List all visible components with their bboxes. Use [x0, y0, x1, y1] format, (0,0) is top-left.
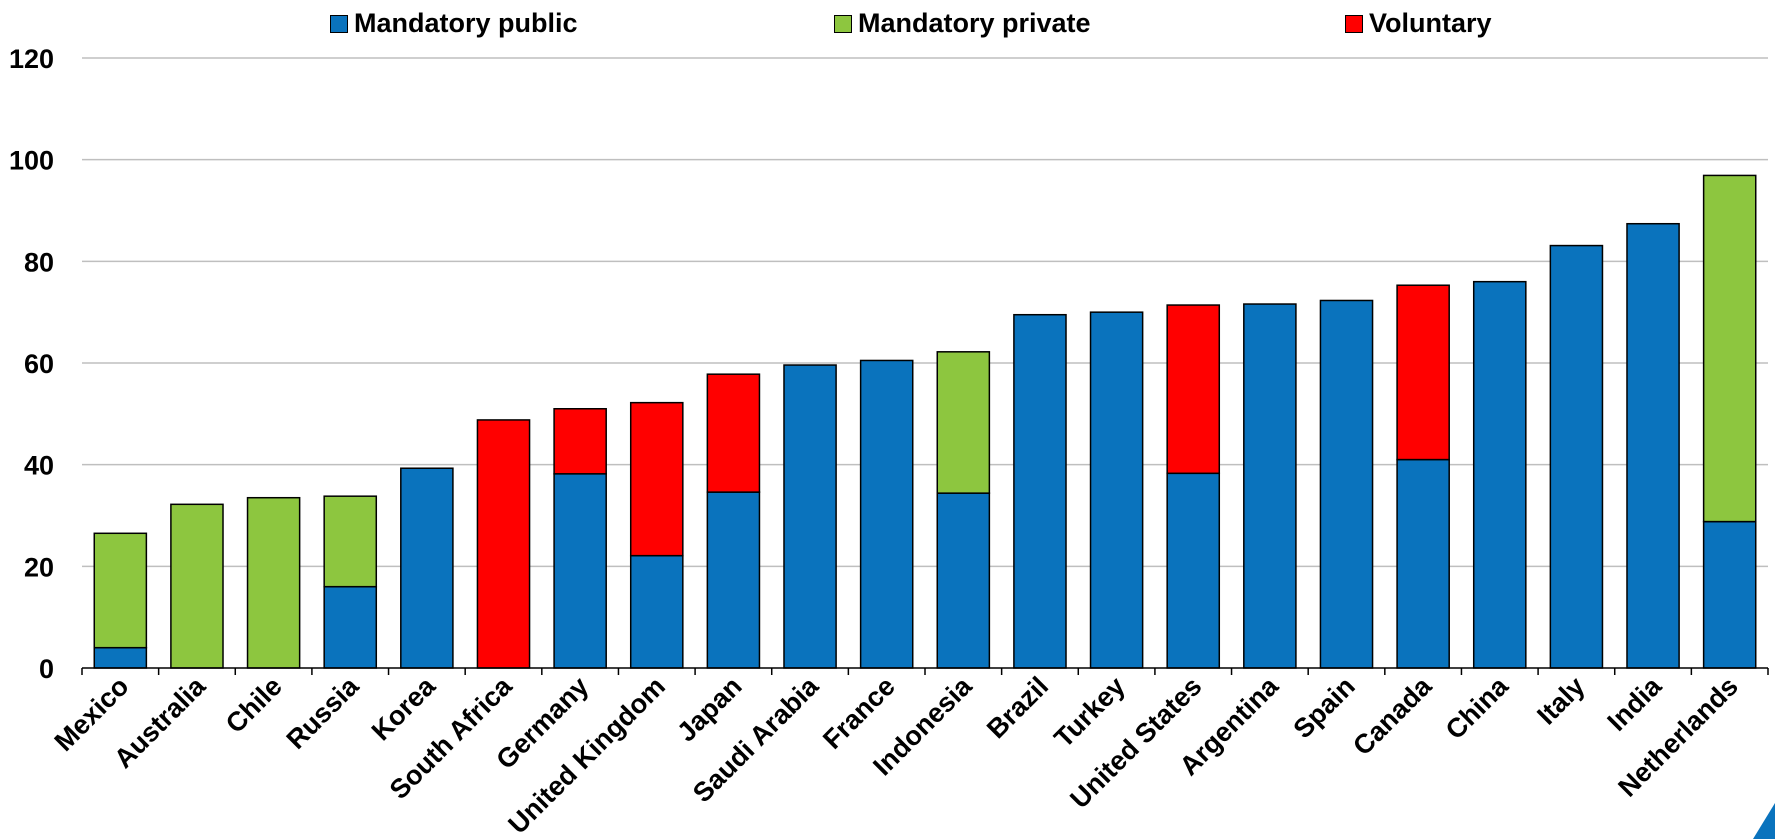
bar-japan-mandatory-public	[706, 491, 761, 669]
x-tick-label-canada: Canada	[1347, 670, 1438, 761]
bar-netherlands-mandatory-public	[1702, 520, 1757, 669]
x-tick-label-chile: Chile	[220, 671, 288, 739]
bar-germany-mandatory-public	[553, 473, 607, 669]
bar-france-mandatory-public	[859, 359, 914, 669]
x-tick-label-korea: Korea	[366, 670, 442, 746]
x-tick-label-japan: Japan	[671, 671, 747, 747]
y-tick-label: 0	[39, 654, 54, 684]
bar-south-africa-voluntary	[476, 419, 531, 669]
bar-united-kingdom-voluntary	[629, 401, 684, 557]
x-tick-label-spain: Spain	[1288, 671, 1361, 744]
x-tick-label-brazil: Brazil	[981, 671, 1054, 744]
bar-turkey-mandatory-public	[1089, 311, 1144, 669]
bar-germany-voluntary	[553, 408, 607, 475]
y-tick-label: 20	[24, 552, 54, 582]
bar-netherlands-mandatory-private	[1702, 174, 1757, 523]
bar-india-mandatory-public	[1626, 222, 1680, 669]
bar-canada-voluntary	[1396, 284, 1450, 461]
bar-australia-mandatory-private	[170, 503, 224, 669]
bar-indonesia-mandatory-private	[936, 351, 991, 494]
bar-argentina-mandatory-public	[1243, 303, 1297, 669]
x-tick-label-united-states: United States	[1064, 671, 1207, 814]
x-tick-label-china: China	[1440, 670, 1515, 745]
bars	[81, 174, 1769, 675]
bar-united-kingdom-mandatory-public	[629, 554, 684, 669]
bar-italy-mandatory-public	[1549, 244, 1604, 669]
y-tick-label: 80	[24, 247, 54, 277]
legend-item-voluntary: Voluntary	[1345, 8, 1492, 39]
bar-russia-mandatory-private	[323, 495, 378, 588]
legend-swatch-mandatory-private	[834, 14, 852, 33]
bar-canada-mandatory-public	[1396, 458, 1450, 669]
x-tick-label-russia: Russia	[281, 670, 366, 755]
bar-chile-mandatory-private	[246, 496, 301, 669]
legend-item-mandatory-public: Mandatory public	[330, 8, 578, 39]
bar-united-states-voluntary	[1166, 304, 1221, 475]
bar-mexico-mandatory-public	[93, 646, 148, 669]
y-tick-label: 100	[9, 146, 54, 176]
x-tick-label-india: India	[1602, 670, 1668, 736]
y-tick-label: 120	[9, 44, 54, 74]
legend-swatch-voluntary	[1345, 14, 1363, 33]
bar-indonesia-mandatory-public	[936, 492, 991, 669]
bar-spain-mandatory-public	[1319, 299, 1374, 669]
y-tick-label: 60	[24, 349, 54, 379]
bar-mexico-mandatory-private	[93, 532, 148, 649]
bar-russia-mandatory-public	[323, 585, 378, 669]
y-axis-tick-labels: 0 20 40 60 80 100 120	[9, 44, 54, 684]
bar-brazil-mandatory-public	[1013, 313, 1067, 669]
bar-china-mandatory-public	[1472, 280, 1527, 669]
y-tick-label: 40	[24, 451, 54, 481]
bar-japan-voluntary	[706, 373, 761, 493]
x-tick-label-italy: Italy	[1531, 671, 1590, 730]
bar-korea-mandatory-public	[400, 467, 454, 669]
legend-label-voluntary: Voluntary	[1369, 8, 1492, 38]
bar-united-states-mandatory-public	[1166, 472, 1221, 669]
legend-item-mandatory-private: Mandatory private	[834, 8, 1091, 39]
legend-swatch-mandatory-public	[330, 14, 348, 33]
legend-label-mandatory-public: Mandatory public	[354, 8, 578, 38]
corner-logo-mark	[1753, 803, 1775, 839]
bar-saudi-arabia-mandatory-public	[783, 364, 837, 669]
legend-label-mandatory-private: Mandatory private	[858, 8, 1091, 38]
